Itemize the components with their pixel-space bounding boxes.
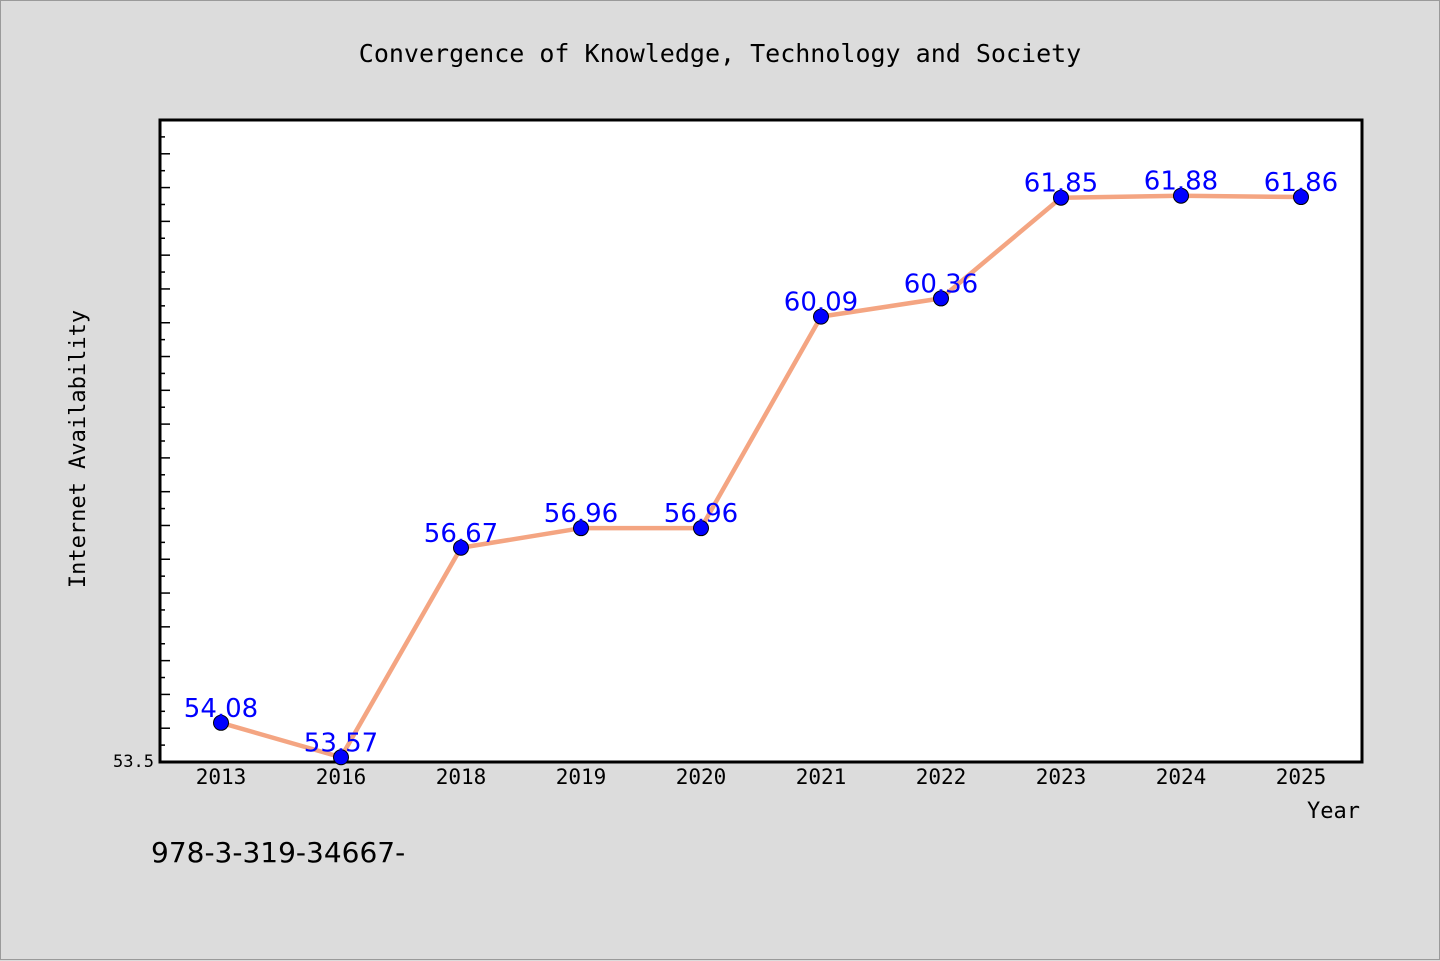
data-label: 61.88 [1144, 167, 1218, 197]
data-label: 54.08 [184, 694, 258, 724]
series-group: 54.08 53.57 56.67 56.96 56.96 60.09 60.36 61.85… [184, 167, 1338, 766]
data-label: 61.86 [1264, 168, 1338, 198]
data-point [933, 290, 949, 307]
data-label: 56.96 [544, 499, 618, 529]
y-axis-title: Internet Availability [66, 310, 91, 588]
data-point [1053, 189, 1069, 206]
data-point [573, 520, 589, 537]
data-label: 60.36 [904, 269, 978, 299]
plot-area [158, 118, 1364, 764]
data-point [213, 714, 229, 731]
data-label: 60.09 [784, 288, 858, 318]
series-line [220, 193, 1302, 760]
x-tick-label: 2021 [796, 765, 847, 789]
data-point [1293, 189, 1309, 206]
footnote-text: 978-3-319-34667- [151, 836, 406, 869]
data-point [693, 520, 709, 537]
x-tick-label: 2018 [436, 765, 487, 789]
chart-title: Convergence of Knowledge, Technology and… [359, 39, 1081, 68]
x-tick-label: 2022 [916, 765, 967, 789]
x-tick-label: 2020 [676, 765, 727, 789]
x-axis-title: Year [1307, 799, 1360, 824]
x-tick-label: 2013 [196, 765, 247, 789]
x-tick-label: 2016 [316, 765, 367, 789]
data-label: 53.57 [304, 728, 378, 758]
x-tick-label: 2019 [556, 765, 607, 789]
x-tick-label: 2025 [1276, 765, 1327, 789]
data-point [333, 749, 349, 766]
data-point [1173, 187, 1189, 204]
data-label: 56.96 [664, 499, 738, 529]
data-point [453, 539, 469, 556]
x-tick-label: 2023 [1036, 765, 1087, 789]
x-axis-tick-labels: 2013 2016 2018 2019 2020 2021 2022 2023 2024 2025 [196, 765, 1327, 789]
data-label: 56.67 [424, 519, 498, 549]
data-point [813, 308, 829, 325]
y-tick-label: 53.5 [113, 752, 154, 772]
data-label: 61.85 [1024, 169, 1098, 199]
x-tick-label: 2024 [1156, 765, 1207, 789]
y-axis-ticks [160, 136, 170, 746]
